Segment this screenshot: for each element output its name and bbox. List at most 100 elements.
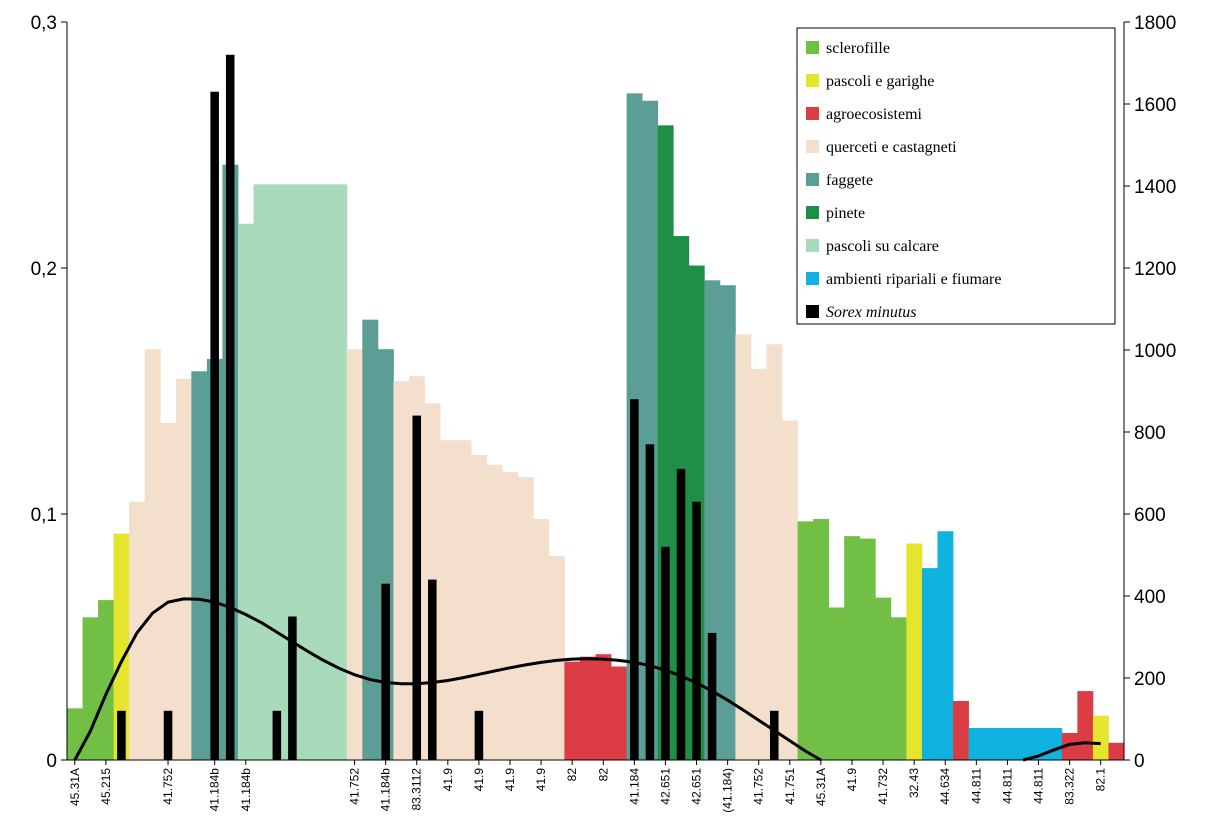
habitat-bar-agr (953, 700, 969, 760)
legend-swatch (806, 206, 819, 219)
habitat-bar-cal (284, 184, 301, 761)
habitat-bar-cal (300, 184, 317, 761)
x-tick-label: 44.811 (1000, 768, 1014, 804)
habitat-bar-fag (362, 319, 379, 760)
sorex-bar (707, 632, 717, 760)
x-tick-label: 41.184b (208, 768, 222, 812)
habitat-bar-scl (844, 536, 861, 760)
left-tick-label: 0 (46, 751, 57, 772)
right-tick-label: 400 (1134, 587, 1166, 608)
legend-entry: ambienti ripariali e fiumare (826, 271, 1001, 288)
legend-swatch (806, 41, 819, 54)
x-tick-label: 41.9 (845, 768, 859, 792)
habitat-bar-pas (1092, 715, 1109, 760)
legend-entry: Sorex minutus (826, 304, 917, 321)
habitat-bar-que (766, 344, 783, 760)
habitat-bar-rip (1015, 728, 1032, 760)
x-tick-label: 41.184b (239, 768, 253, 812)
right-tick-label: 1400 (1134, 177, 1176, 198)
habitat-bar-cal (253, 184, 270, 761)
right-tick-label: 1600 (1134, 95, 1176, 116)
x-axis-ticks: 45.31A 45.215 41.752 41.184b 41.184b 41.752 41… (68, 760, 1108, 813)
legend-swatch (806, 173, 819, 186)
habitat-bar-cal (331, 184, 348, 761)
sorex-bar (225, 54, 235, 761)
left-tick-label: 0,1 (31, 505, 57, 526)
habitat-bar-agr (595, 654, 612, 760)
legend-entry: pascoli e garighe (826, 73, 934, 90)
x-tick-label: 41.732 (876, 768, 890, 805)
x-tick-label: 41.752 (752, 768, 766, 805)
habitat-bar-que (440, 440, 456, 760)
x-tick-label: 82 (596, 768, 610, 782)
habitat-bar-cal (269, 184, 286, 761)
habitat-bar-que (750, 368, 767, 760)
sorex-bar (676, 468, 686, 760)
habitat-bar-scl (813, 518, 830, 760)
sorex-bar (645, 444, 655, 760)
right-tick-label: 800 (1134, 423, 1166, 444)
x-tick-label: 45.215 (99, 768, 113, 805)
habitat-bar-rip (1046, 728, 1063, 760)
left-tick-label: 0,3 (31, 13, 57, 34)
habitat-bar-scl (67, 708, 83, 760)
habitat-bar-pas (906, 543, 923, 760)
x-tick-label: 82 (565, 768, 579, 782)
x-tick-label: 44.811 (1032, 768, 1046, 804)
habitat-bar-rip (921, 568, 938, 760)
legend-swatch (806, 140, 819, 153)
x-tick-label: 41.9 (472, 768, 486, 792)
habitat-bar-rip (937, 531, 954, 760)
legend-swatch (806, 305, 819, 318)
habitat-bar-scl (890, 617, 907, 760)
sorex-bar (769, 710, 779, 760)
habitat-bar-que (144, 349, 161, 760)
left-tick-label: 0,2 (31, 259, 57, 280)
habitat-bar-rip (984, 728, 1001, 760)
habitat-bar-que (471, 454, 488, 760)
sorex-bar (474, 710, 484, 760)
legend-entry: querceti e castagneti (826, 139, 957, 156)
x-tick-label: 83.3112 (410, 768, 424, 811)
habitat-bar-que (533, 518, 550, 760)
sorex-bar (117, 710, 126, 760)
right-tick-label: 0 (1134, 751, 1145, 772)
habitat-bar-scl (859, 538, 876, 760)
habitat-bar-que (455, 440, 472, 760)
habitat-bar-agr (1061, 732, 1078, 760)
habitat-bar-que (486, 464, 503, 760)
habitat-bar-que (735, 334, 752, 760)
x-tick-label: 41.752 (161, 768, 175, 805)
sorex-bar (692, 501, 701, 760)
habitat-bar-agr (1077, 691, 1094, 760)
habitat-bar-que (346, 349, 363, 760)
x-tick-label: 45.31A (68, 768, 82, 806)
habitat-bar-agr (564, 661, 581, 760)
legend-swatch (806, 272, 819, 285)
x-tick-label: 41.9 (441, 768, 455, 792)
sorex-bar (630, 399, 639, 760)
habitat-bar-scl (797, 521, 814, 760)
legend-entry: agroecosistemi (826, 106, 923, 123)
sorex-bar (272, 710, 282, 760)
legend-entry: pascoli su calcare (826, 238, 939, 255)
habitat-bar-que (782, 420, 798, 760)
right-axis-ticks: 0 200 400 600 800 1000 1200 1400 1600 1800 (1124, 13, 1176, 772)
habitat-bar-que (548, 555, 565, 760)
left-axis-ticks: 0 0,1 0,2 0,3 (31, 13, 67, 772)
x-tick-label: 42.651 (690, 768, 704, 805)
right-tick-label: 200 (1134, 669, 1166, 690)
sorex-bar (412, 415, 422, 760)
legend-swatch (806, 107, 819, 120)
habitat-bar-cal (237, 223, 254, 761)
habitat-bar-scl (828, 607, 845, 760)
right-tick-label: 1000 (1134, 341, 1176, 362)
sorex-trend-line (73, 597, 822, 762)
x-tick-label: 41.9 (534, 768, 548, 792)
legend-frame (796, 27, 1116, 325)
x-tick-label: 41.9 (503, 768, 517, 792)
x-tick-label: 41.752 (348, 768, 362, 805)
x-tick-label: 41.184 (627, 768, 641, 805)
sorex-bar (381, 583, 390, 760)
